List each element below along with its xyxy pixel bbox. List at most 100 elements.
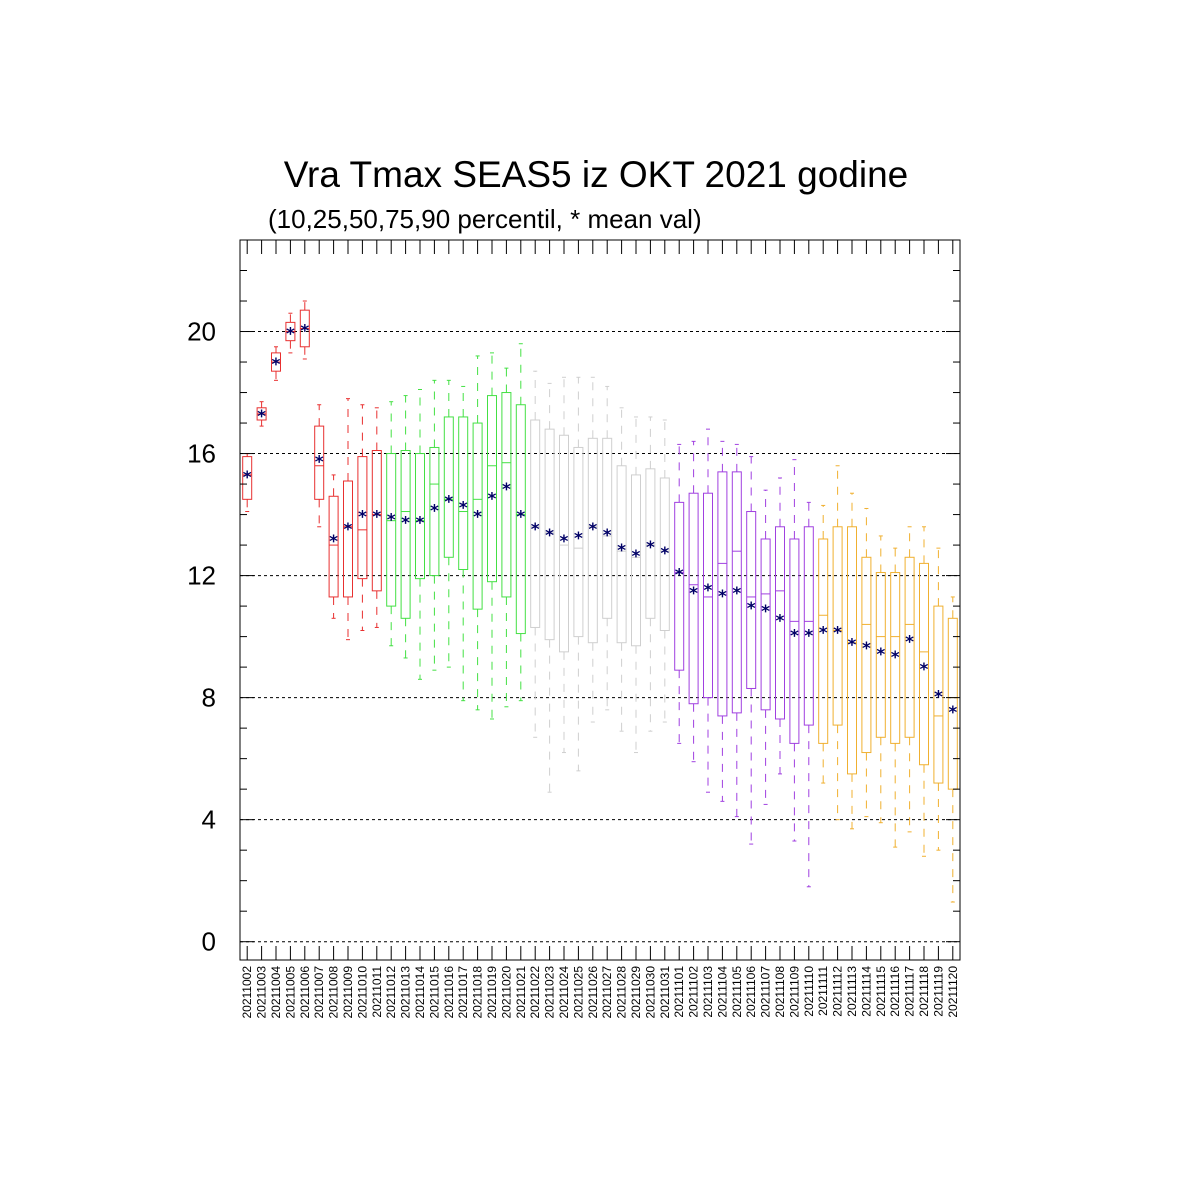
iqr-box — [472, 422, 483, 610]
x-tick-label: 20211014 — [413, 966, 427, 1019]
box-plot — [746, 456, 757, 845]
iqr-box — [674, 501, 685, 671]
mean-marker: * — [876, 645, 885, 665]
box-plots — [242, 300, 958, 903]
iqr-box — [803, 526, 814, 726]
box-plot — [587, 376, 598, 723]
mean-marker: * — [704, 581, 713, 601]
box-plot — [631, 416, 641, 754]
iqr-box — [458, 416, 469, 570]
box-plot — [933, 547, 944, 851]
iqr-box — [933, 605, 944, 784]
iqr-box — [544, 428, 555, 641]
mean-marker: * — [387, 511, 396, 531]
box-plot — [890, 547, 901, 848]
x-tick-label: 20211031 — [658, 966, 672, 1019]
iqr-box — [242, 456, 253, 500]
iqr-box — [415, 453, 425, 580]
mean-marker: * — [790, 627, 799, 647]
x-tick-label: 20211016 — [442, 966, 456, 1019]
x-tick-label: 20211116 — [888, 966, 902, 1017]
box-plot — [947, 596, 958, 903]
box-plot — [559, 376, 569, 754]
x-tick-label: 20211006 — [298, 966, 312, 1019]
x-tick-label: 20211029 — [629, 966, 643, 1019]
x-tick-label: 20211103 — [701, 966, 715, 1018]
mean-marker: * — [891, 648, 900, 668]
x-tick-label: 20211004 — [269, 966, 283, 1019]
x-tick-label: 20211030 — [643, 966, 657, 1019]
x-tick-label: 20211008 — [327, 966, 341, 1019]
x-tick-label: 20211003 — [255, 966, 269, 1019]
mean-marker: * — [718, 587, 727, 607]
x-tick-label: 20211101 — [672, 966, 686, 1018]
x-tick-label: 20211112 — [831, 966, 845, 1017]
iqr-box — [400, 450, 411, 619]
box-plot — [314, 404, 325, 528]
iqr-box — [616, 465, 627, 644]
mean-marker: * — [243, 468, 252, 488]
mean-marker: * — [948, 703, 957, 723]
iqr-box — [530, 419, 541, 628]
x-tick-label: 20211113 — [845, 966, 859, 1017]
mean-marker: * — [329, 532, 338, 552]
box-plot — [429, 379, 440, 671]
mean-marker: * — [272, 355, 281, 375]
box-plot — [472, 355, 483, 711]
mean-marker: * — [819, 624, 828, 644]
iqr-box — [731, 471, 742, 714]
iqr-box — [919, 562, 929, 766]
box-plot — [487, 352, 497, 720]
x-tick-label: 20211109 — [787, 966, 801, 1018]
box-plot — [659, 419, 670, 723]
x-tick-label: 20211012 — [384, 966, 398, 1019]
iqr-box — [645, 468, 656, 619]
x-tick-label: 20211028 — [615, 966, 629, 1019]
iqr-box — [515, 404, 526, 635]
mean-marker: * — [344, 520, 353, 540]
chart-subtitle: (10,25,50,75,90 percentil, * mean val) — [268, 204, 702, 234]
x-tick-label: 20211107 — [759, 966, 773, 1018]
x-tick-label: 20211013 — [399, 966, 413, 1019]
x-tick-label: 20211022 — [528, 966, 542, 1019]
box-plot — [645, 416, 656, 732]
x-tick-label: 20211025 — [571, 966, 585, 1019]
x-tick-label: 20211007 — [312, 966, 326, 1019]
x-tick-label: 20211015 — [427, 966, 441, 1019]
box-plot — [458, 385, 469, 702]
mean-marker: * — [588, 520, 597, 540]
box-plot — [573, 376, 584, 772]
box-plot — [919, 526, 929, 857]
x-tick-label: 20211017 — [456, 966, 470, 1019]
box-plot — [861, 507, 872, 818]
box-plot — [602, 385, 613, 711]
box-plot — [285, 312, 296, 354]
iqr-box — [659, 477, 670, 632]
iqr-box — [890, 572, 901, 744]
iqr-box — [703, 492, 713, 699]
box-plot — [847, 492, 857, 830]
x-tick-labels: 20211002 20211003 20211004 20211005 20211006… — [240, 966, 960, 1019]
y-tick-label: 12 — [187, 561, 216, 591]
mean-marker: * — [833, 624, 842, 644]
mean-marker: * — [358, 508, 367, 528]
x-tick-label: 20211104 — [715, 966, 729, 1018]
x-tick-label: 20211119 — [931, 966, 945, 1017]
iqr-box — [386, 453, 397, 607]
box-plot — [875, 535, 886, 824]
x-tick-label: 20211120 — [946, 966, 960, 1018]
mean-marker: * — [545, 526, 554, 546]
box-plot — [789, 459, 800, 842]
mean-marker: * — [848, 636, 857, 656]
y-tick-label: 8 — [202, 683, 216, 713]
x-tick-label: 20211118 — [917, 966, 931, 1017]
mean-marker: * — [732, 584, 741, 604]
mean-marker: * — [920, 660, 929, 680]
iqr-box — [746, 511, 757, 689]
box-plot — [688, 440, 699, 763]
y-tick-label: 16 — [187, 439, 216, 469]
x-tick-label: 20211021 — [514, 966, 528, 1019]
mean-marker: * — [776, 611, 785, 631]
mean-marker: * — [632, 547, 641, 567]
iqr-box — [343, 480, 353, 598]
